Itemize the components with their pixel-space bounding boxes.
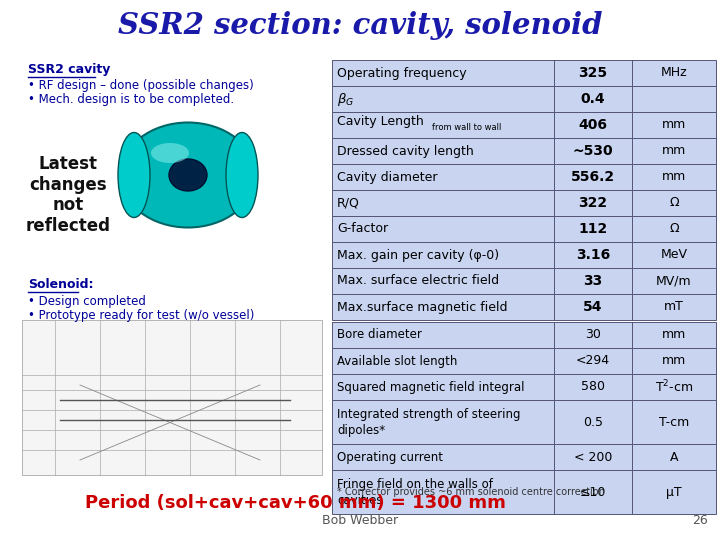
Text: • Design completed: • Design completed (28, 295, 146, 308)
Text: Operating frequency: Operating frequency (337, 66, 467, 79)
Bar (332, 138, 716, 164)
Bar (332, 242, 716, 268)
Bar (332, 444, 716, 470)
Text: SSR2 section: cavity, solenoid: SSR2 section: cavity, solenoid (118, 10, 602, 39)
Text: Cavity Length: Cavity Length (337, 116, 424, 129)
Text: Latest
changes
not
reflected: Latest changes not reflected (25, 155, 110, 235)
Text: 0.4: 0.4 (581, 92, 606, 106)
Bar (332, 268, 716, 294)
Text: Max. surface electric field: Max. surface electric field (337, 274, 499, 287)
Text: A: A (670, 451, 678, 464)
Text: 325: 325 (578, 66, 608, 80)
Ellipse shape (226, 132, 258, 218)
Text: 580: 580 (581, 381, 605, 394)
Text: mm: mm (662, 145, 686, 158)
Text: Available slot length: Available slot length (337, 354, 457, 368)
Bar (332, 470, 716, 515)
Text: 54: 54 (583, 300, 603, 314)
Text: from wall to wall: from wall to wall (432, 123, 501, 132)
Text: cavities: cavities (337, 494, 382, 507)
Bar (332, 322, 716, 348)
Text: μT: μT (666, 486, 682, 499)
Text: <294: <294 (576, 354, 610, 368)
Text: • Prototype ready for test (w/o vessel): • Prototype ready for test (w/o vessel) (28, 308, 254, 321)
Text: dipoles*: dipoles* (337, 423, 385, 437)
Text: Period (sol+cav+cav+60 mm) = 1300 mm: Period (sol+cav+cav+60 mm) = 1300 mm (84, 494, 505, 512)
Text: Ω: Ω (669, 197, 679, 210)
Ellipse shape (118, 132, 150, 218)
Text: mm: mm (662, 328, 686, 341)
Text: Max. gain per cavity (φ-0): Max. gain per cavity (φ-0) (337, 248, 499, 261)
Text: R/Q: R/Q (337, 197, 360, 210)
Text: • Mech. design is to be completed.: • Mech. design is to be completed. (28, 92, 234, 105)
Bar (22, 320, 322, 475)
Text: mm: mm (662, 171, 686, 184)
Text: • RF design – done (possible changes): • RF design – done (possible changes) (28, 79, 253, 92)
Text: * Corrector provides ~6 mm solenoid centre correction: * Corrector provides ~6 mm solenoid cent… (337, 488, 605, 497)
Text: Integrated strength of steering: Integrated strength of steering (337, 408, 521, 421)
Bar (332, 294, 716, 320)
Text: Solenoid:: Solenoid: (28, 279, 94, 292)
Text: Operating current: Operating current (337, 451, 443, 464)
Bar (332, 374, 716, 400)
Text: mT: mT (664, 300, 684, 314)
Text: $\beta_G$: $\beta_G$ (337, 91, 354, 107)
Text: Bob Webber: Bob Webber (322, 514, 398, 526)
Ellipse shape (151, 143, 189, 163)
Text: SSR2 cavity: SSR2 cavity (28, 64, 110, 77)
Text: 26: 26 (692, 514, 708, 526)
Bar (332, 86, 716, 112)
Ellipse shape (169, 159, 207, 191)
Text: MHz: MHz (661, 66, 688, 79)
Text: Squared magnetic field integral: Squared magnetic field integral (337, 381, 524, 394)
Bar (332, 112, 716, 138)
Text: 556.2: 556.2 (571, 170, 615, 184)
Bar (332, 60, 716, 86)
Bar (332, 164, 716, 190)
Text: MeV: MeV (660, 248, 688, 261)
Bar (332, 400, 716, 444)
Text: 30: 30 (585, 328, 601, 341)
Bar (332, 190, 716, 216)
Text: T$^2$-cm: T$^2$-cm (655, 379, 693, 395)
Text: 33: 33 (583, 274, 603, 288)
Text: 112: 112 (578, 222, 608, 236)
Text: Fringe field on the walls of: Fringe field on the walls of (337, 478, 493, 491)
Text: Cavity diameter: Cavity diameter (337, 171, 438, 184)
Text: 0.5: 0.5 (583, 416, 603, 429)
Text: mm: mm (662, 118, 686, 132)
Text: < 200: < 200 (574, 451, 612, 464)
Text: Ω: Ω (669, 222, 679, 235)
Text: 322: 322 (578, 196, 608, 210)
Ellipse shape (120, 123, 256, 227)
Bar (332, 348, 716, 374)
Text: ~530: ~530 (572, 144, 613, 158)
Text: 3.16: 3.16 (576, 248, 610, 262)
Text: MV/m: MV/m (656, 274, 692, 287)
Bar (332, 216, 716, 242)
Text: Dressed cavity length: Dressed cavity length (337, 145, 474, 158)
Text: mm: mm (662, 354, 686, 368)
Text: G-factor: G-factor (337, 222, 388, 235)
Text: Bore diameter: Bore diameter (337, 328, 422, 341)
Text: 406: 406 (578, 118, 608, 132)
Text: ≤10: ≤10 (580, 486, 606, 499)
Text: T-cm: T-cm (659, 416, 689, 429)
Text: Max.surface magnetic field: Max.surface magnetic field (337, 300, 508, 314)
